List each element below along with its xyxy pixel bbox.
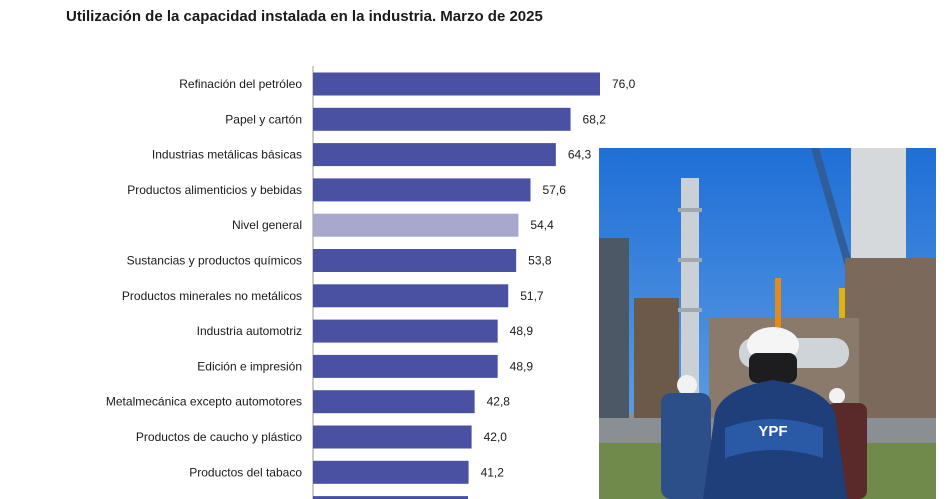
chart-title: Utilización de la capacidad instalada en… [66, 8, 543, 25]
refinery-photo: YPF [599, 148, 936, 499]
category-label: Productos de caucho y plástico [136, 430, 302, 444]
bar [313, 354, 498, 378]
value-label: 57,6 [543, 183, 567, 197]
category-label: Productos del tabaco [189, 465, 302, 479]
value-label: 42,8 [487, 395, 511, 409]
bar [313, 178, 531, 202]
value-label: 54,4 [530, 218, 554, 232]
category-label: Productos alimenticios y bebidas [127, 183, 302, 197]
value-label: 53,8 [528, 254, 552, 268]
value-label: 42,0 [484, 430, 508, 444]
value-label: 76,0 [612, 77, 636, 91]
bar [313, 284, 509, 308]
category-label: Industrias metálicas básicas [152, 148, 302, 162]
category-label: Productos minerales no metálicos [122, 289, 302, 303]
value-label: 68,2 [583, 112, 607, 126]
bar [313, 460, 469, 484]
category-label: Nivel general [232, 218, 302, 232]
bar [313, 319, 498, 343]
value-label: 48,9 [510, 359, 534, 373]
category-label: Metalmecánica excepto automotores [106, 395, 302, 409]
category-label: Edición e impresión [197, 359, 302, 373]
value-label: 48,9 [510, 324, 534, 338]
value-label: 41,2 [481, 465, 505, 479]
category-label: Sustancias y productos químicos [127, 254, 302, 268]
bar [313, 107, 571, 131]
category-label: Papel y cartón [225, 112, 302, 126]
bar [313, 390, 475, 414]
bar [313, 425, 472, 449]
bar [313, 72, 600, 96]
value-label: 51,7 [520, 289, 544, 303]
category-label: Refinación del petróleo [179, 77, 302, 91]
bar [313, 249, 517, 272]
bar [313, 143, 556, 167]
category-label: Industria automotriz [197, 324, 302, 338]
value-label: 64,3 [568, 148, 592, 162]
bar-cropped [313, 496, 468, 499]
bar [313, 213, 519, 237]
ypf-logo: YPF [758, 423, 787, 440]
